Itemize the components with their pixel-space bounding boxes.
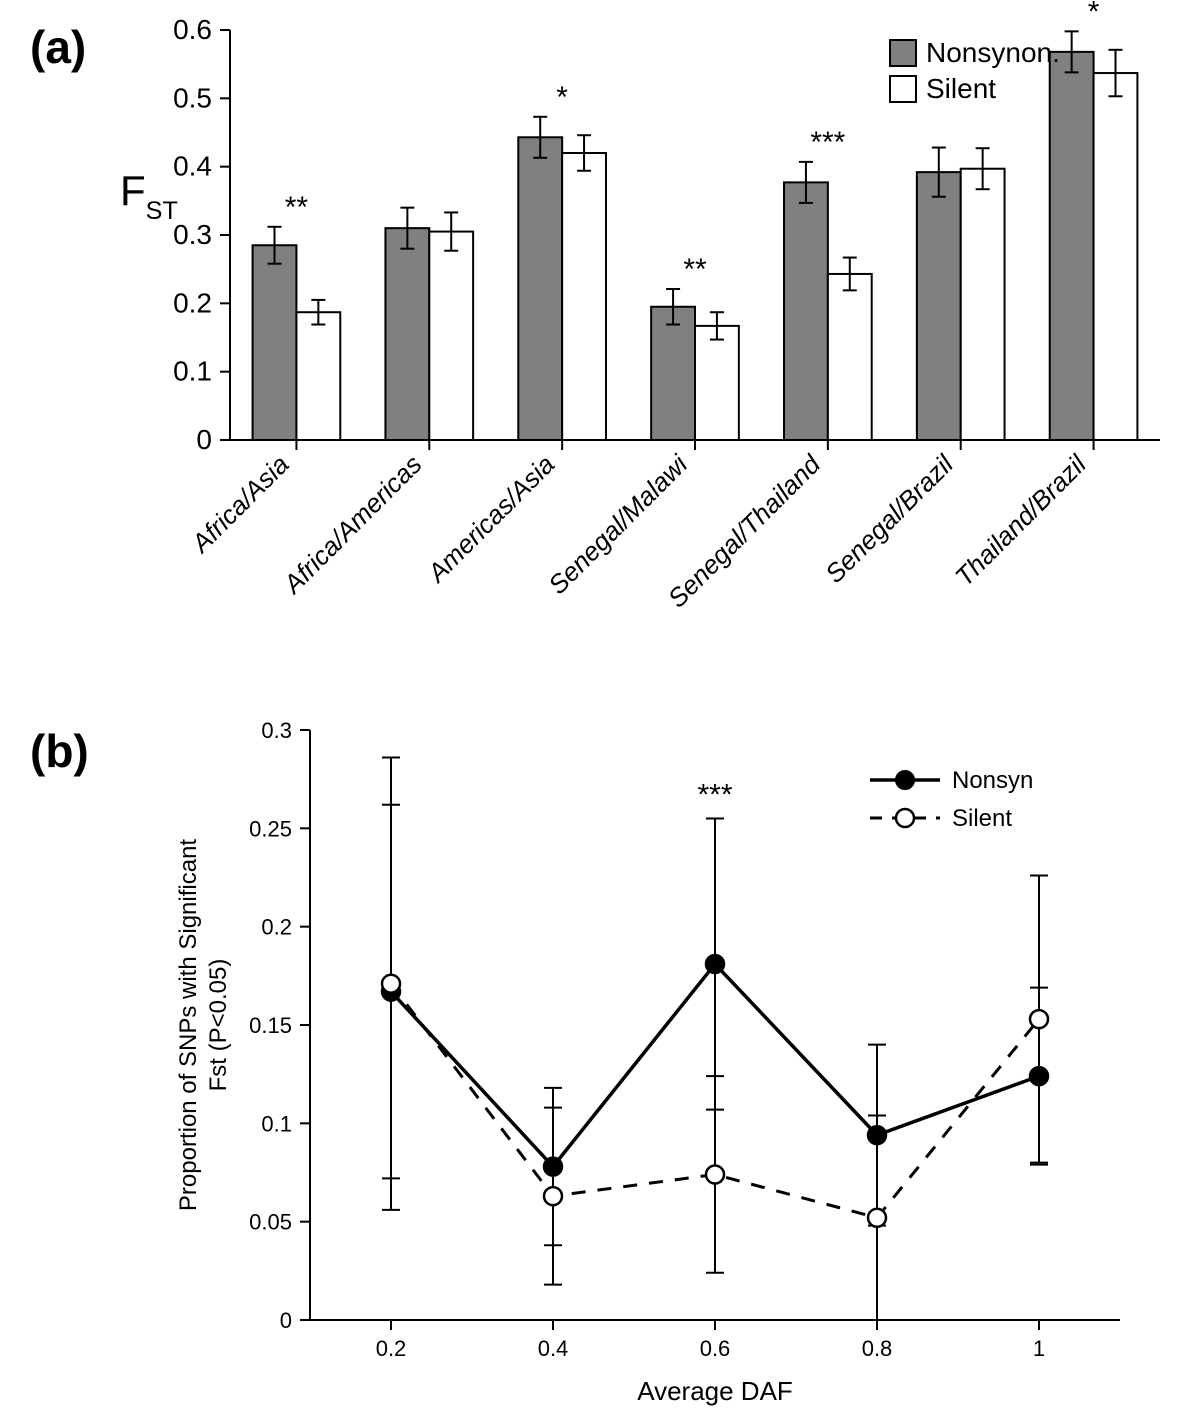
bar-nonsynon xyxy=(385,228,429,440)
bar-nonsynon xyxy=(651,307,695,440)
y-tick-label: 0.2 xyxy=(261,915,292,940)
x-axis-label: Average DAF xyxy=(637,1376,793,1406)
marker-silent xyxy=(706,1165,724,1183)
legend-label-nonsyn: Nonsyn xyxy=(952,767,1033,794)
significance-marker: ** xyxy=(285,191,309,224)
marker-nonsyn xyxy=(1030,1067,1048,1085)
significance-marker: * xyxy=(556,81,568,114)
x-tick-label: 0.8 xyxy=(862,1336,893,1361)
bar-silent xyxy=(828,274,872,440)
y-tick-label: 0.25 xyxy=(249,816,292,841)
y-tick-label: 0.6 xyxy=(173,14,212,45)
y-axis-label: FST xyxy=(120,167,178,225)
chart-a: 00.10.20.30.40.50.6FSTAfrica/Asia**Afric… xyxy=(0,0,1200,690)
significance-marker: ** xyxy=(683,253,707,286)
marker-nonsyn xyxy=(868,1126,886,1144)
legend-label-silent: Silent xyxy=(926,73,996,104)
x-category-label: Senegal/Brazil xyxy=(819,448,960,589)
y-tick-label: 0.5 xyxy=(173,82,212,113)
legend-swatch-nonsynon xyxy=(890,40,916,66)
y-tick-label: 0.2 xyxy=(173,287,212,318)
x-tick-label: 0.4 xyxy=(538,1336,569,1361)
legend-marker-nonsyn xyxy=(896,771,914,789)
bar-nonsynon xyxy=(518,137,562,440)
legend-swatch-silent xyxy=(890,76,916,102)
y-tick-label: 0 xyxy=(280,1308,292,1333)
significance-marker: *** xyxy=(810,126,845,159)
y-tick-label: 0.1 xyxy=(173,356,212,387)
y-tick-label: 0.1 xyxy=(261,1111,292,1136)
y-tick-label: 0.4 xyxy=(173,151,212,182)
significance-marker: *** xyxy=(697,779,732,812)
bar-silent xyxy=(695,326,739,440)
y-tick-label: 0 xyxy=(196,424,212,455)
y-tick-label: 0.15 xyxy=(249,1013,292,1038)
y-tick-label: 0.05 xyxy=(249,1210,292,1235)
legend-label-silent: Silent xyxy=(952,805,1012,832)
x-tick-label: 0.2 xyxy=(376,1336,407,1361)
x-category-label: Africa/Americas xyxy=(276,449,427,600)
y-axis-label: Proportion of SNPs with SignificantFst (… xyxy=(175,839,232,1212)
x-category-label: Senegal/Malawi xyxy=(542,448,694,600)
significance-marker: * xyxy=(1088,0,1100,28)
bar-silent xyxy=(429,232,473,440)
y-tick-label: 0.3 xyxy=(173,219,212,250)
marker-silent xyxy=(544,1187,562,1205)
bar-nonsynon xyxy=(917,172,961,440)
legend-marker-silent xyxy=(896,809,914,827)
bar-silent xyxy=(1094,73,1138,440)
y-tick-label: 0.3 xyxy=(261,718,292,743)
bar-nonsynon xyxy=(784,182,828,440)
bar-nonsynon xyxy=(1050,52,1094,440)
marker-nonsyn xyxy=(544,1158,562,1176)
marker-silent xyxy=(1030,1010,1048,1028)
marker-nonsyn xyxy=(706,955,724,973)
legend-label-nonsynon: Nonsynon. xyxy=(926,37,1060,68)
x-category-label: Africa/Asia xyxy=(184,449,294,559)
x-category-label: Americas/Asia xyxy=(420,449,560,589)
figure-page: (a) 00.10.20.30.40.50.6FSTAfrica/Asia**A… xyxy=(0,0,1200,1422)
bar-silent xyxy=(562,153,606,440)
chart-b: 0 0.05 0.1 0.15 0.2 0.25 0.3 Proportion of SNPs… xyxy=(0,700,1200,1422)
marker-silent xyxy=(382,975,400,993)
bar-nonsynon xyxy=(253,245,297,440)
bar-silent xyxy=(961,169,1005,440)
x-tick-label: 0.6 xyxy=(700,1336,731,1361)
marker-silent xyxy=(868,1209,886,1227)
bar-silent xyxy=(296,312,340,440)
x-tick-label: 1 xyxy=(1033,1336,1045,1361)
x-category-label: Thailand/Brazil xyxy=(949,448,1093,592)
